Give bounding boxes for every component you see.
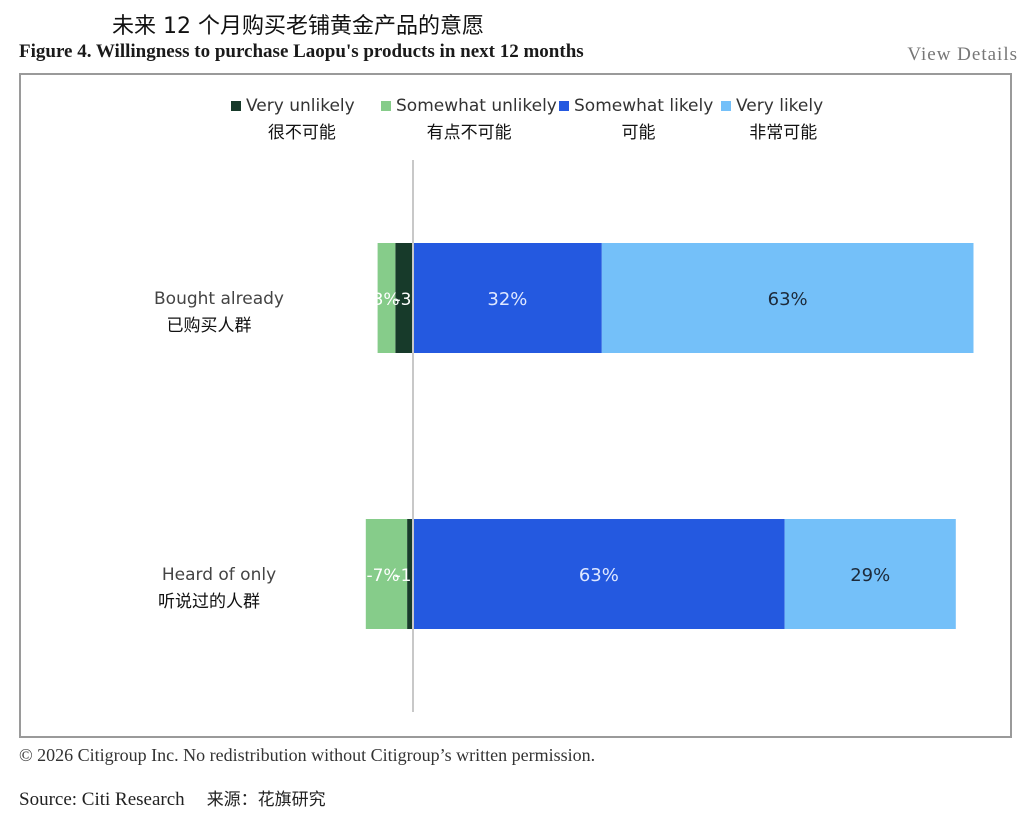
- data-label-0-series-1: -3%: [366, 290, 399, 310]
- chart-title-chinese: 未来 12 个月购买老铺黄金产品的意愿: [112, 14, 484, 39]
- bar-1-series-2: [413, 519, 785, 629]
- source-line: Source: Citi Research 来源：花旗研究: [19, 785, 326, 811]
- legend-label-cn-2: 可能: [622, 123, 656, 143]
- chart-frame: Very unlikely 很不可能 Somewhat unlikely 有点不可能 S…: [19, 73, 1012, 738]
- bar-0-series-1: [377, 243, 396, 353]
- bar-0-series-2: [413, 243, 602, 353]
- category-label-cn-0: 已购买人群: [167, 316, 252, 336]
- legend-label-3: Very likely: [736, 96, 823, 116]
- legend-swatch-2: [559, 101, 569, 111]
- legend-swatch-0: [231, 101, 241, 111]
- legend-label-1: Somewhat unlikely: [396, 96, 557, 116]
- data-label-0-series-2: 32%: [487, 289, 527, 310]
- legend-label-2: Somewhat likely: [574, 96, 713, 116]
- source-text: Source: Citi Research: [19, 789, 185, 810]
- bar-1-series-1: [365, 519, 408, 629]
- copyright-notice: © 2026 Citigroup Inc. No redistribution …: [19, 745, 596, 765]
- bar-1-series-0: [407, 519, 413, 629]
- chart-svg: Very unlikely 很不可能 Somewhat unlikely 有点不可能 S…: [154, 96, 974, 712]
- category-label-cn-1: 听说过的人群: [158, 592, 260, 612]
- bar-0-series-3: [601, 243, 974, 353]
- legend-label-cn-3: 非常可能: [749, 123, 817, 143]
- legend-label-cn-0: 很不可能: [268, 123, 336, 143]
- data-label-0-series-3: 63%: [768, 289, 808, 310]
- source-text-chinese: 来源：花旗研究: [206, 790, 326, 810]
- legend-label-cn-1: 有点不可能: [427, 123, 512, 143]
- category-label-1: Heard of only: [162, 565, 276, 585]
- bar-0-series-0: [395, 243, 413, 353]
- figure-title: Figure 4. Willingness to purchase Laopu'…: [19, 41, 584, 62]
- legend-swatch-3: [721, 101, 731, 111]
- data-label-1-series-3: 29%: [850, 565, 890, 586]
- view-details-link[interactable]: View Details: [907, 44, 1018, 65]
- legend-label-0: Very unlikely: [246, 96, 355, 116]
- data-label-1-series-2: 63%: [579, 565, 619, 586]
- category-label-0: Bought already: [154, 289, 284, 309]
- data-label-1-series-1: -7%: [366, 566, 399, 586]
- legend-swatch-1: [381, 101, 391, 111]
- bar-1-series-3: [784, 519, 956, 629]
